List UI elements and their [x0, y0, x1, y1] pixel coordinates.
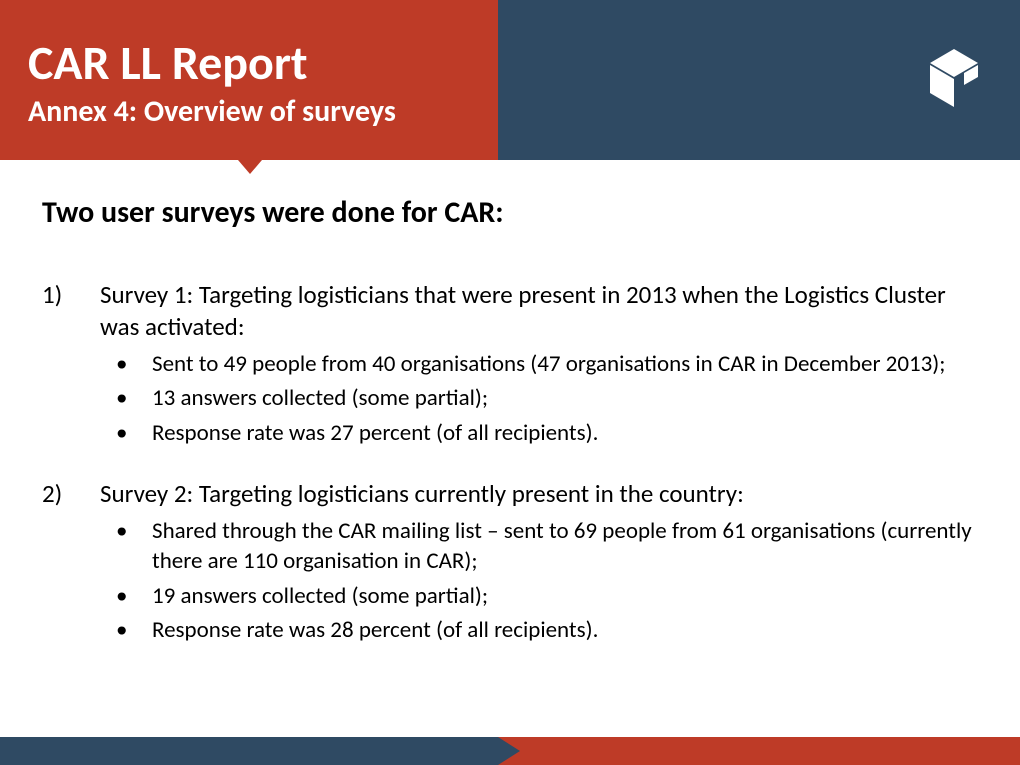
header-right-panel	[498, 0, 1020, 160]
list-item: Sent to 49 people from 40 organisations …	[100, 349, 972, 379]
header-notch-icon	[238, 160, 262, 174]
list-item: 19 answers collected (some partial);	[100, 581, 972, 611]
survey-lead: Survey 2: Targeting logisticians current…	[100, 478, 744, 509]
survey-list: Survey 1: Targeting logisticians that we…	[42, 279, 972, 646]
slide-footer	[0, 737, 1020, 765]
header-left-panel: CAR LL Report Annex 4: Overview of surve…	[0, 0, 498, 160]
list-item: Response rate was 27 percent (of all rec…	[100, 418, 972, 448]
slide-body: Two user surveys were done for CAR: Surv…	[0, 160, 1020, 646]
footer-right-bar	[498, 737, 1020, 765]
survey-item: Survey 2: Targeting logisticians current…	[42, 478, 972, 645]
survey-item: Survey 1: Targeting logisticians that we…	[42, 279, 972, 448]
slide-subtitle: Annex 4: Overview of surveys	[28, 95, 470, 128]
slide-header: CAR LL Report Annex 4: Overview of surve…	[0, 0, 1020, 160]
list-item: Response rate was 28 percent (of all rec…	[100, 615, 972, 645]
section-heading: Two user surveys were done for CAR:	[42, 194, 972, 231]
survey-lead: Survey 1: Targeting logisticians that we…	[100, 279, 946, 342]
footer-left-bar	[0, 737, 498, 765]
slide-title: CAR LL Report	[28, 38, 470, 88]
list-item: Shared through the CAR mailing list – se…	[100, 516, 972, 577]
survey-bullets: Sent to 49 people from 40 organisations …	[100, 349, 972, 448]
list-item: 13 answers collected (some partial);	[100, 383, 972, 413]
cluster-logo-icon	[924, 47, 984, 113]
survey-bullets: Shared through the CAR mailing list – se…	[100, 516, 972, 645]
